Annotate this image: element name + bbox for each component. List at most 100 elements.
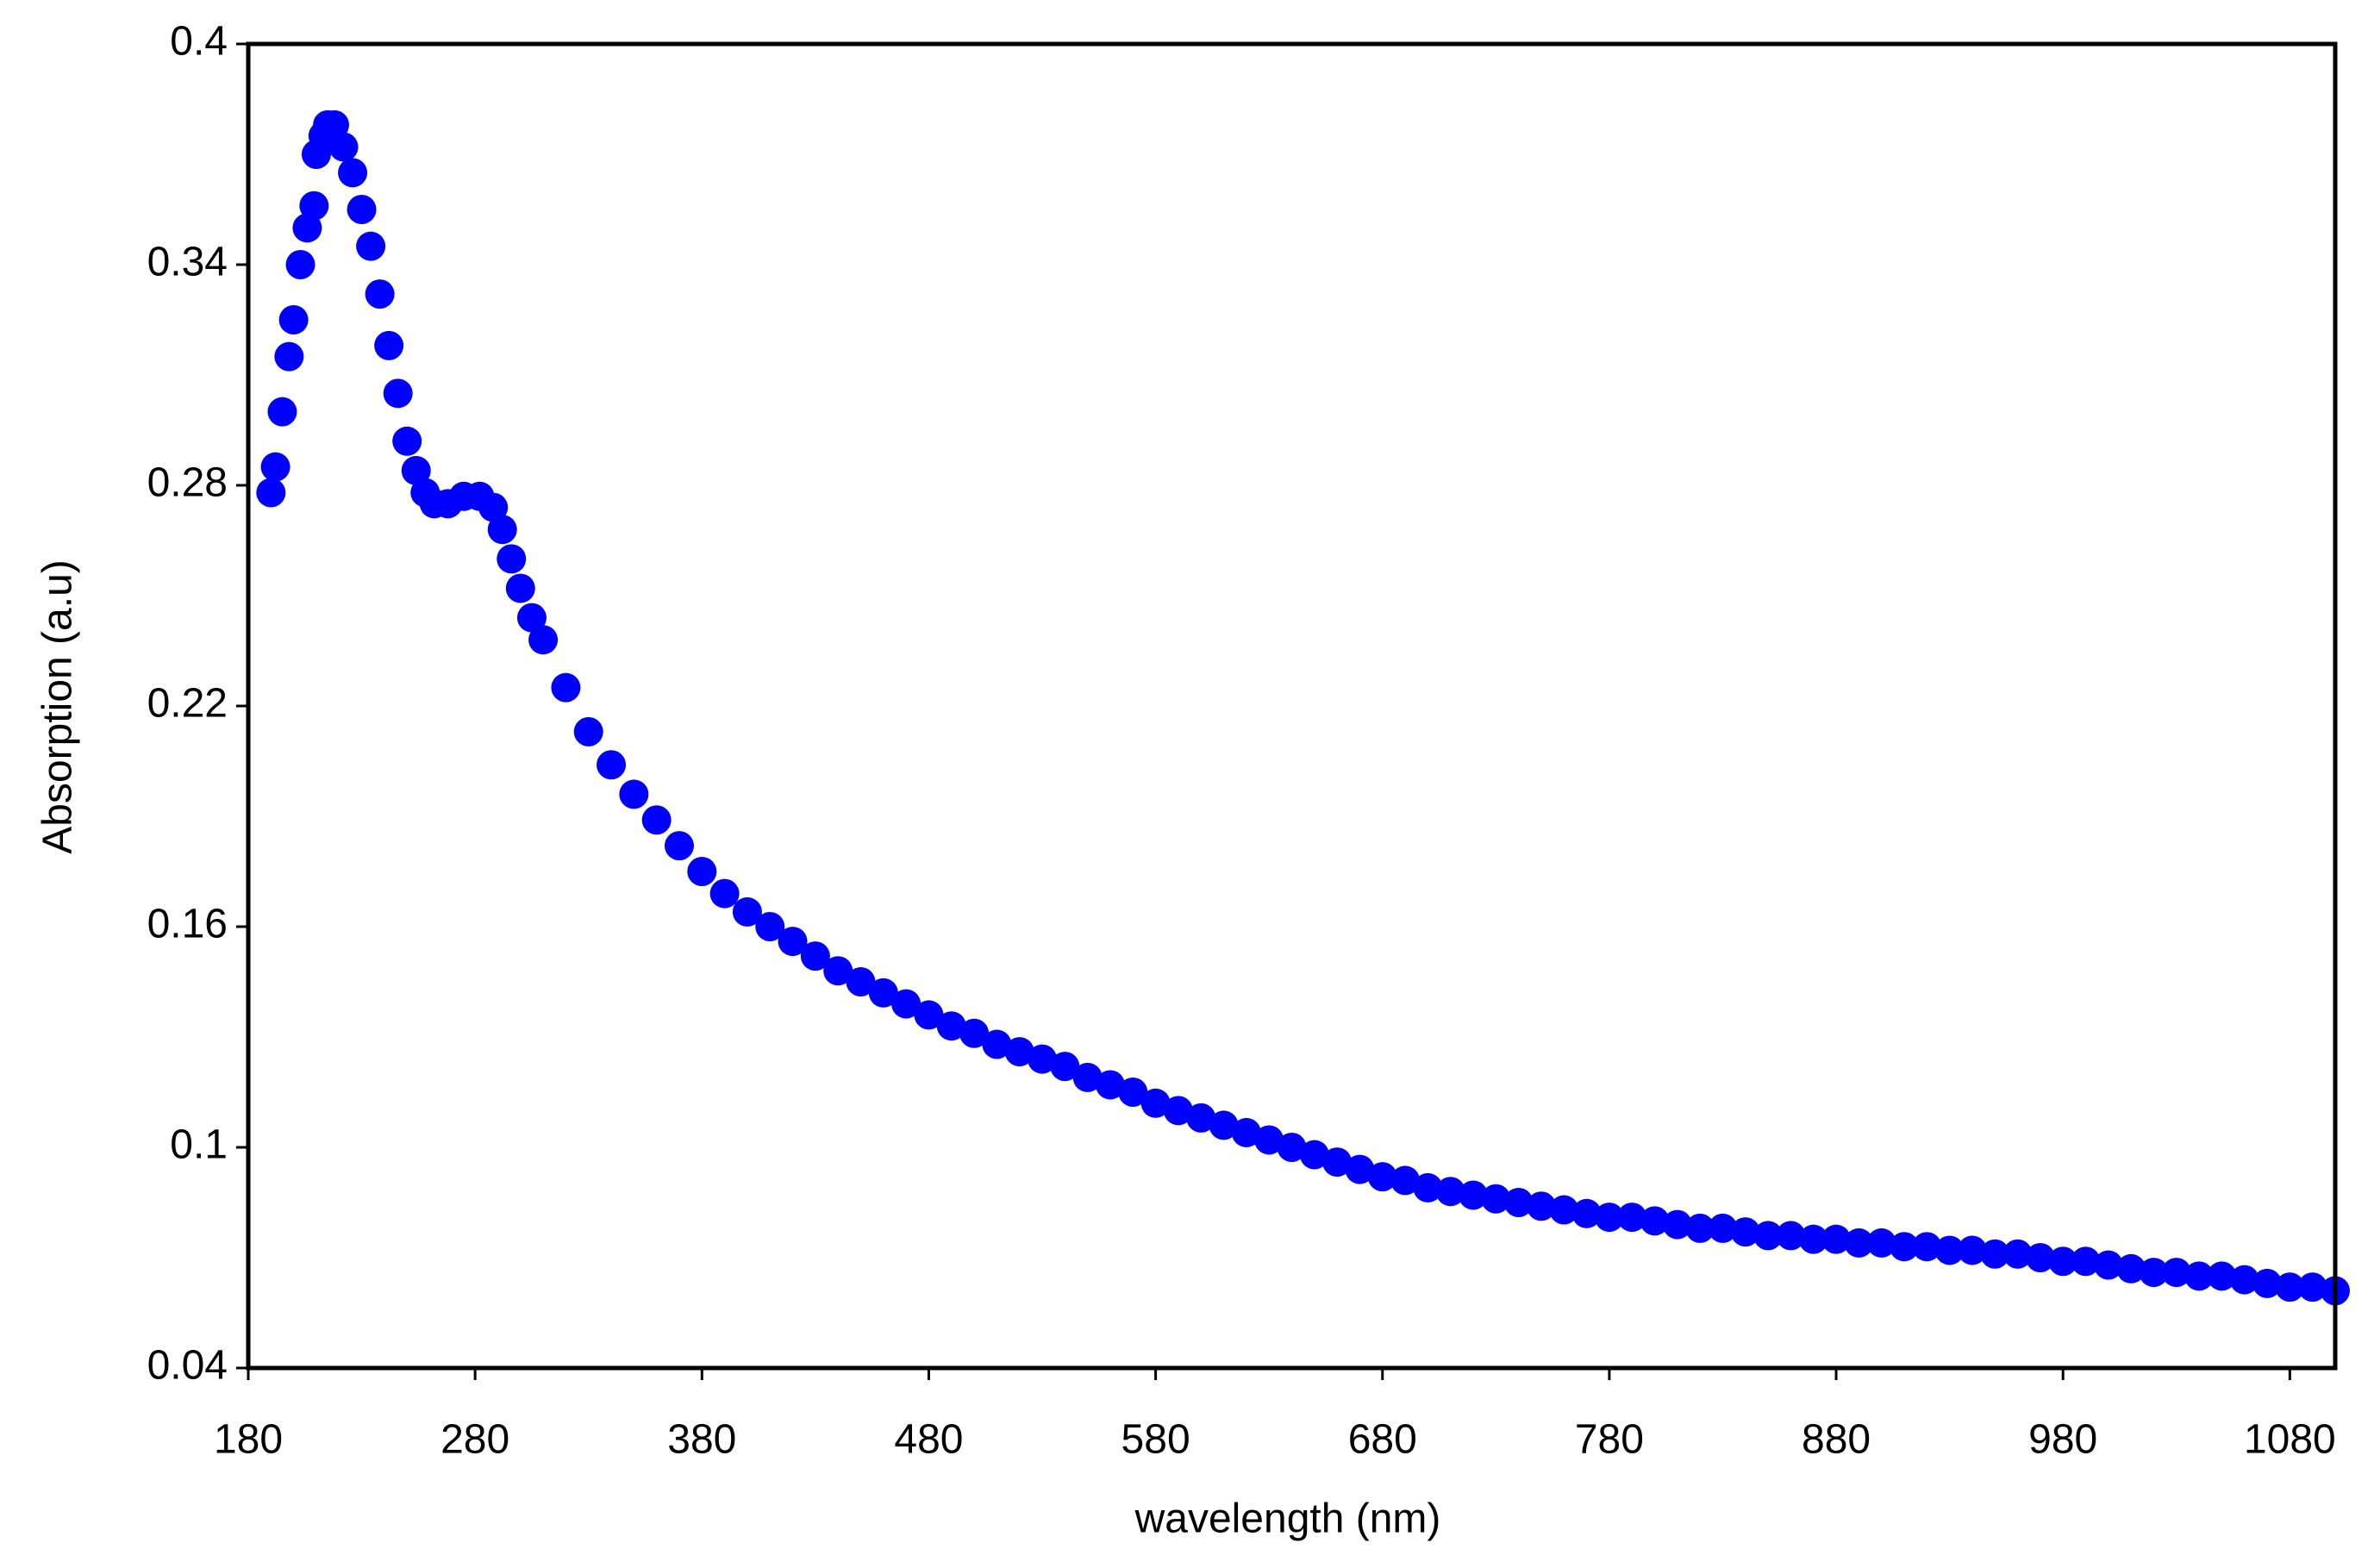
data-point [1299, 1140, 1329, 1170]
data-point [1866, 1228, 1896, 1258]
data-point [551, 672, 581, 703]
data-point [2093, 1250, 2123, 1280]
data-point [328, 132, 359, 162]
x-tick-label: 1080 [2244, 1417, 2336, 1463]
data-point [356, 231, 386, 261]
data-point [528, 625, 559, 655]
data-point [800, 941, 830, 971]
x-tick-label: 980 [2028, 1417, 2097, 1463]
data-point [1890, 1232, 1920, 1262]
data-point [1390, 1165, 1421, 1196]
data-point [936, 1011, 966, 1041]
data-point [1004, 1037, 1034, 1067]
data-point [299, 191, 329, 221]
data-point [1072, 1062, 1103, 1092]
data-point [2002, 1239, 2033, 1269]
data-point [846, 967, 876, 996]
data-point [2161, 1258, 2191, 1288]
data-point [319, 109, 349, 140]
y-tick-label: 0.16 [147, 902, 228, 947]
data-point [1526, 1191, 1556, 1221]
data-point [1912, 1232, 1942, 1262]
data-point [664, 831, 694, 861]
data-point [1571, 1198, 1602, 1228]
data-point [1186, 1103, 1216, 1133]
data-point [914, 1000, 944, 1030]
y-tick-label: 0.28 [147, 460, 228, 506]
y-tick-label: 0.34 [147, 240, 228, 285]
data-point [256, 478, 286, 508]
data-point [755, 912, 785, 941]
data-point [2116, 1253, 2146, 1284]
data-point [516, 603, 547, 633]
x-tick-label: 680 [1348, 1417, 1417, 1463]
data-point [2025, 1243, 2055, 1272]
x-tick-label: 880 [1802, 1417, 1871, 1463]
data-point [891, 989, 921, 1019]
data-point [2207, 1261, 2237, 1291]
data-point [1140, 1088, 1171, 1118]
y-tick-label: 0.1 [170, 1122, 228, 1168]
data-point [1708, 1213, 1738, 1243]
data-point [1277, 1133, 1307, 1162]
data-point [2275, 1272, 2305, 1303]
data-point [1730, 1217, 1760, 1247]
data-point [505, 573, 535, 603]
data-point [1459, 1180, 1489, 1210]
y-tick-label: 0.22 [147, 681, 228, 727]
data-point [778, 927, 808, 957]
x-tick-label: 480 [894, 1417, 963, 1463]
data-point [1685, 1213, 1715, 1243]
data-point [365, 279, 395, 309]
data-point [959, 1018, 990, 1048]
data-point [267, 397, 297, 427]
data-point [487, 515, 517, 545]
data-point [573, 716, 603, 747]
data-point [278, 305, 309, 334]
data-point [1413, 1172, 1443, 1203]
plot-frame [246, 41, 2338, 1371]
data-point [1345, 1154, 1375, 1184]
data-point [1934, 1235, 1965, 1265]
data-point [338, 158, 368, 188]
data-point [1798, 1224, 1828, 1254]
x-tick-label: 780 [1575, 1417, 1644, 1463]
y-tick-label: 0.04 [147, 1343, 228, 1389]
data-point [1163, 1096, 1193, 1126]
data-point [374, 330, 404, 360]
data-point [1957, 1235, 1987, 1265]
data-point [347, 195, 377, 224]
data-point [401, 455, 431, 485]
data-point [823, 956, 853, 986]
data-point [1028, 1044, 1058, 1074]
data-point [292, 213, 322, 243]
data-point [619, 779, 649, 809]
data-point [2229, 1265, 2259, 1295]
data-point [1503, 1188, 1534, 1217]
data-point [597, 750, 627, 780]
data-point [285, 250, 315, 279]
data-point [687, 857, 717, 886]
data-point [1640, 1206, 1670, 1236]
x-tick-label: 180 [214, 1417, 283, 1463]
data-point [1594, 1203, 1624, 1233]
data-point [982, 1029, 1012, 1059]
data-point [478, 492, 509, 522]
data-point [1662, 1209, 1692, 1240]
data-point [497, 544, 527, 574]
data-point [2139, 1258, 2169, 1288]
x-tick-label: 380 [667, 1417, 736, 1463]
data-point [274, 341, 304, 372]
x-tick-label: 280 [440, 1417, 509, 1463]
x-axis-title: wavelength (nm) [1134, 1496, 1441, 1542]
data-point [1617, 1203, 1647, 1233]
data-point [1549, 1195, 1579, 1225]
data-point [1753, 1221, 1784, 1251]
data-point [1231, 1117, 1261, 1147]
data-point [2184, 1261, 2215, 1291]
y-tick-label: 0.4 [170, 19, 228, 65]
data-point [1821, 1224, 1852, 1254]
data-point [1254, 1125, 1284, 1155]
data-point [1844, 1228, 1874, 1258]
